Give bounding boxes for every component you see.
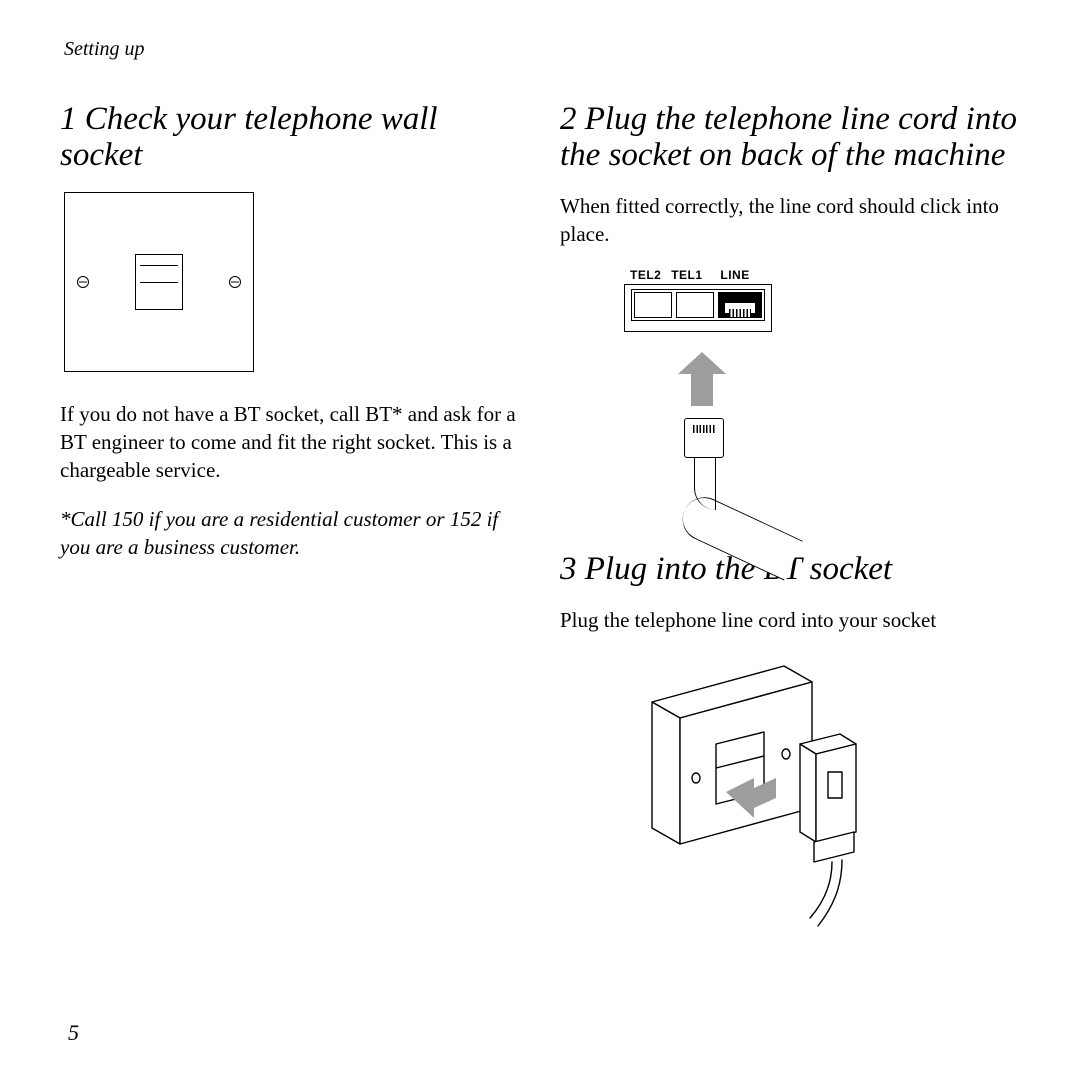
tel1-port-icon — [676, 292, 714, 318]
screw-icon — [229, 276, 241, 288]
two-column-layout: 1 Check your telephone wall socket If yo… — [60, 101, 1020, 934]
rj11-plug-icon — [684, 418, 724, 458]
step2-body: When fitted correctly, the line cord sho… — [560, 192, 1020, 249]
step1-footnote: *Call 150 if you are a residential custo… — [60, 505, 520, 562]
machine-back-panel-icon — [624, 284, 772, 332]
line-port-icon — [718, 292, 762, 318]
tel2-port-icon — [634, 292, 672, 318]
right-column: 2 Plug the telephone line cord into the … — [560, 101, 1020, 934]
tel1-label: TEL1 — [671, 268, 702, 282]
line-label: LINE — [720, 268, 749, 282]
running-head: Setting up — [64, 38, 1020, 61]
tel2-label: TEL2 — [630, 268, 661, 282]
socket-slot-icon — [135, 254, 183, 310]
arrow-up-icon — [678, 352, 726, 406]
step1-body: If you do not have a BT socket, call BT*… — [60, 400, 520, 485]
line-cord-diagram: TEL2 TEL1 LINE — [596, 268, 856, 533]
wall-socket-diagram — [64, 192, 254, 372]
page-number: 5 — [68, 1020, 79, 1046]
bt-socket-isometric-diagram — [604, 644, 904, 934]
step3-body: Plug the telephone line cord into your s… — [560, 606, 1020, 634]
plug-pins-icon — [693, 425, 715, 433]
left-column: 1 Check your telephone wall socket If yo… — [60, 101, 520, 934]
port-labels: TEL2 TEL1 LINE — [630, 268, 750, 282]
manual-page: Setting up 1 Check your telephone wall s… — [0, 0, 1080, 1080]
step1-heading: 1 Check your telephone wall socket — [60, 101, 520, 174]
step2-heading: 2 Plug the telephone line cord into the … — [560, 101, 1020, 174]
screw-icon — [77, 276, 89, 288]
